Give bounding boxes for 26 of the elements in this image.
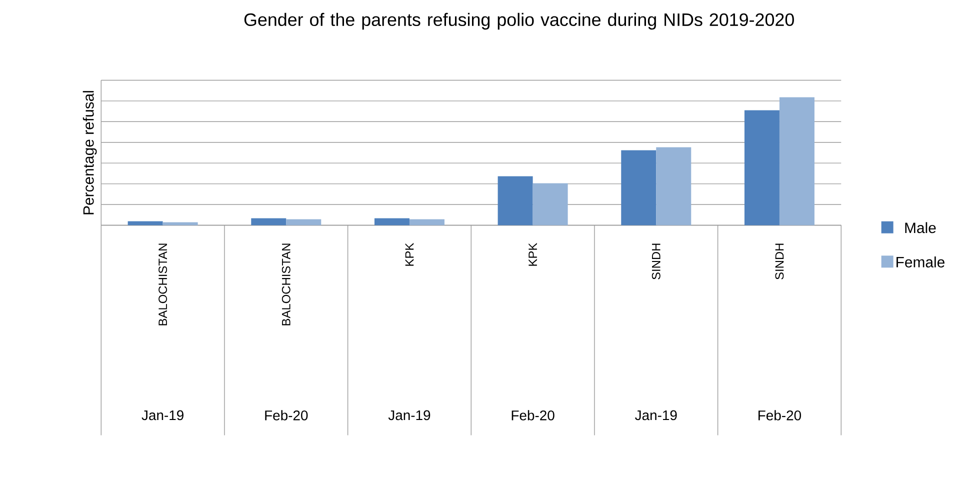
bar xyxy=(621,150,656,226)
text: Feb-20 xyxy=(512,410,554,420)
bar xyxy=(779,97,814,226)
text: Feb-20 xyxy=(265,410,308,420)
bar xyxy=(744,110,780,226)
bar xyxy=(532,183,568,226)
x-tick-label: BALOCHISTAN xyxy=(158,244,168,326)
bar xyxy=(286,219,322,226)
text: Feb-20 xyxy=(758,410,802,420)
bar xyxy=(409,219,444,226)
bar xyxy=(656,147,692,226)
chart-title: Gender of the parents refusing polio vaccine during NIDs 2019-2020 xyxy=(244,12,794,30)
x-tick-label: KPK xyxy=(528,242,537,266)
x-tick-label: SINDH xyxy=(652,244,660,280)
legend-label: Female xyxy=(896,256,944,268)
y-axis-title: Percentage refusal xyxy=(82,91,97,214)
bar xyxy=(374,218,410,226)
text: Jan-19 xyxy=(635,410,677,420)
legend-label: Male xyxy=(905,222,936,234)
text: Jan-19 xyxy=(142,410,184,420)
text: Jan-19 xyxy=(388,410,430,420)
x-tick-label: SINDH xyxy=(775,244,784,280)
bar xyxy=(498,176,533,226)
bar xyxy=(251,218,286,226)
x-tick-label: BALOCHISTAN xyxy=(282,244,290,326)
x-tick-label: KPK xyxy=(405,242,414,266)
